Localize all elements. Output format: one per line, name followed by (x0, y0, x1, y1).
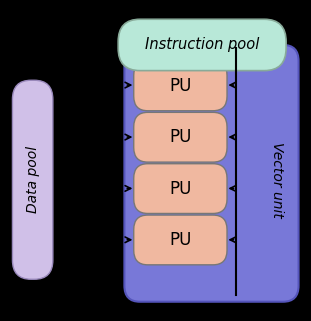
FancyBboxPatch shape (134, 61, 227, 111)
FancyBboxPatch shape (134, 164, 227, 213)
Text: Instruction pool: Instruction pool (145, 38, 259, 52)
Text: Data pool: Data pool (26, 146, 40, 213)
Text: PU: PU (169, 77, 192, 95)
Text: PU: PU (169, 231, 192, 249)
FancyBboxPatch shape (118, 19, 286, 71)
Text: PU: PU (169, 179, 192, 198)
FancyBboxPatch shape (134, 215, 227, 265)
FancyBboxPatch shape (134, 112, 227, 162)
FancyBboxPatch shape (124, 45, 299, 302)
FancyBboxPatch shape (12, 80, 53, 279)
Text: PU: PU (169, 128, 192, 146)
Text: Vector unit: Vector unit (270, 142, 284, 218)
